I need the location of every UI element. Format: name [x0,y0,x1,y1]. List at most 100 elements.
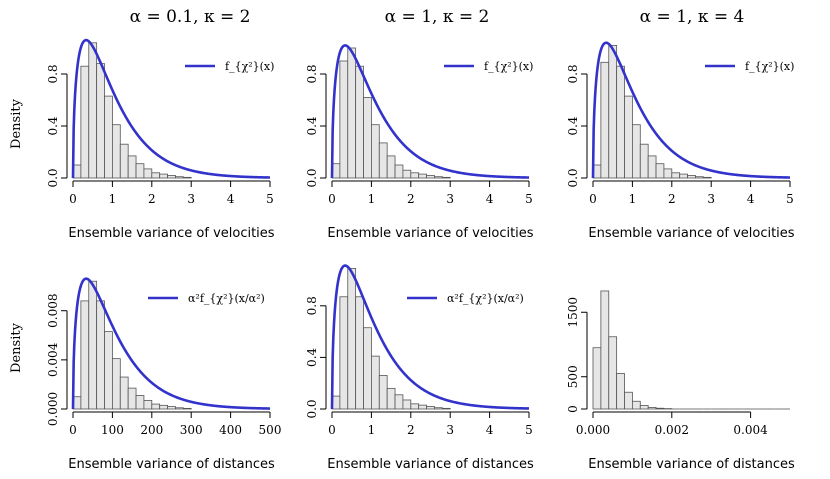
histogram-bar [378,142,388,179]
histogram-bar [426,174,435,179]
histogram-bar [426,406,435,410]
y-tick-label: 0.4 [566,116,580,135]
x-tick-label: 3 [707,192,715,206]
histogram-bar [655,163,665,179]
histogram-bar [647,406,657,410]
histogram-panel: 0 1 2 3 4 5 0.0 0.4 0.8 Ensemble variance of velo… [566,41,795,241]
histogram-bar [96,63,105,179]
histogram-bar [167,174,176,179]
histogram-bar [702,176,712,179]
histogram-bar [608,45,618,179]
histogram-bar [182,176,192,179]
histogram-bar [600,290,610,410]
x-tick-label: 4 [747,192,755,206]
x-tick-label: 3 [187,192,195,206]
histogram-bar [592,347,602,410]
histogram-bar [339,296,349,410]
y-tick-label: 0.0 [305,399,319,418]
histogram-bar [175,407,184,410]
histogram-bar [175,176,184,179]
x-tick-label: 5 [525,423,533,437]
x-axis-label: Ensemble variance of velocities [68,226,274,241]
histogram-bar [88,42,98,179]
histogram-bar [418,404,427,410]
y-tick-label: 0.004 [46,342,60,377]
histogram-bar [167,406,176,410]
histogram-bar [127,387,137,410]
y-tick-label: 0.4 [46,116,60,135]
y-axis-label: Density [9,322,24,373]
histogram-bar [616,65,625,179]
histogram-bar [363,97,372,179]
density-curve [330,44,530,179]
histogram-bar [624,391,633,410]
x-tick-label: 5 [786,192,794,206]
x-tick-label: 3 [446,192,454,206]
histogram-bar [441,176,451,179]
histogram-bar [386,387,396,410]
x-tick-label: 5 [525,192,533,206]
y-tick-label: 0.008 [46,294,60,328]
x-tick-label: 1 [109,192,117,206]
density-curve [591,41,791,179]
histogram-bar [679,173,688,179]
y-tick-label: 0.0 [566,168,580,187]
histogram-bar [663,168,673,179]
y-tick-label: 500 [566,365,580,388]
histogram-bar [127,155,137,179]
histogram-panel: 0 100 200 300 400 500 0.000 0.004 0.008 Ensemble … [46,277,282,472]
histogram-bar [159,173,168,179]
histogram-panel: 0 1 2 3 4 5 0.0 0.4 0.8 Ensemble variance of velo… [305,44,534,241]
x-tick-label: 500 [259,423,282,437]
legend-label: α²f_{χ²}(x/α²) [188,292,265,305]
histogram-bar [671,172,681,179]
panel-title: α = 1, κ = 2 [385,7,490,27]
x-tick-label: 2 [407,192,415,206]
y-tick-label: 0.4 [305,116,319,135]
histogram-bar [370,355,380,410]
x-tick-label: 5 [266,192,274,206]
panel-title: α = 1, κ = 4 [640,7,745,27]
x-tick-label: 0 [69,423,77,437]
histogram-bar [639,405,649,410]
x-axis-label: Ensemble variance of velocities [327,226,533,241]
density-curve [330,264,530,410]
histogram-bar [80,65,90,179]
y-tick-label: 0 [566,405,580,413]
histogram-panel: 0 1 2 3 4 5 0.0 0.4 0.8 Ensemble variance of dist… [305,264,534,472]
histogram-bar [394,394,404,410]
histogram-bar [112,124,121,179]
histogram-bar [112,358,121,410]
histogram-bar [434,176,443,179]
x-tick-label: 2 [148,192,156,206]
x-tick-label: 1 [368,192,376,206]
y-tick-label: 0.0 [305,168,319,187]
y-tick-label: 0.8 [46,64,60,83]
histogram-bar [687,174,696,179]
x-tick-label: 4 [227,192,235,206]
x-tick-label: 0 [328,192,336,206]
histogram-bar [647,155,657,179]
x-tick-label: 0 [589,192,597,206]
y-tick-label: 0.8 [566,64,580,83]
histogram-bar [394,164,404,179]
x-axis-label: Ensemble variance of velocities [588,226,794,241]
histogram-bar [410,403,420,410]
histogram-bar [695,176,704,179]
histogram-bar [402,169,412,179]
histogram-bar [355,65,364,179]
histogram-bar [151,403,161,410]
x-tick-label: 200 [140,423,163,437]
legend-label: f_{χ²}(x) [225,60,274,73]
y-tick-label: 0.8 [305,296,319,315]
histogram-panel: 0.000 0.002 0.004 0 500 1500 Ensemble variance… [566,290,795,472]
histogram-bar [639,143,649,179]
x-tick-label: 1 [629,192,637,206]
x-tick-label: 0.000 [576,423,610,437]
histogram-bar [655,407,665,410]
histogram-bar [410,172,420,179]
x-tick-label: 300 [180,423,203,437]
histogram-bar [600,61,610,179]
histogram-bar [339,60,349,179]
